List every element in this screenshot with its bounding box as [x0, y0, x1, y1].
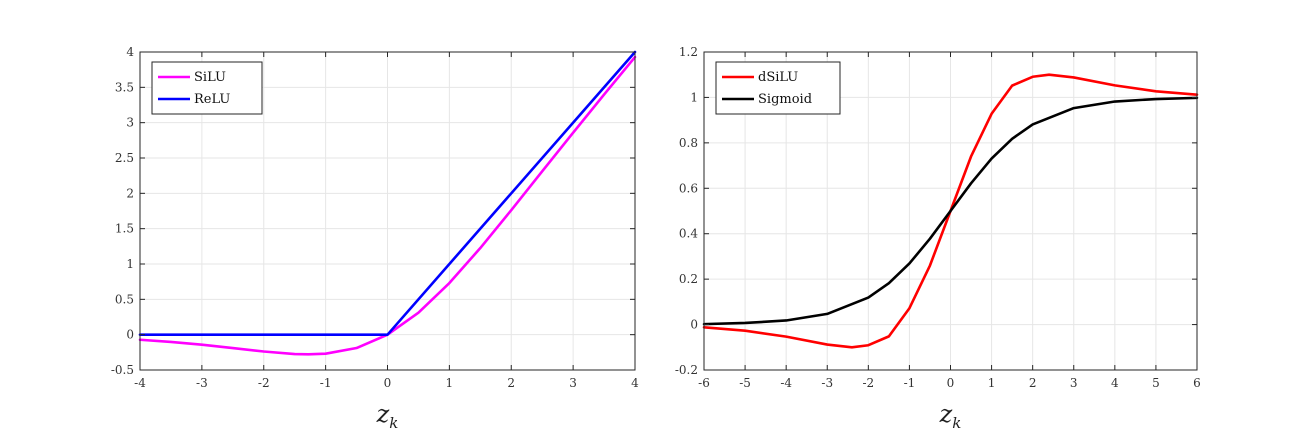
y-tick-label: 0.5: [115, 292, 134, 306]
silu-relu-chart: -4 -3 -2 -1 0 1 2 3 4 -0.5 0 0.5 1 1.5 2 2.5 3 3.5 4 zk SiLU…: [111, 45, 639, 432]
x-axis-label: zk: [939, 400, 962, 432]
x-axis-label: zk: [376, 400, 399, 432]
dsilu-sigmoid-chart: -6 -5 -4 -3 -2 -1 0 1 2 3 4 5 6 -0.2 0 0.2 0.4 0.6 0.8 1 1.2…: [675, 45, 1201, 432]
y-tick-label: 0.6: [679, 181, 698, 195]
y-tick-label: 4: [126, 45, 134, 59]
x-tick-label: 4: [1111, 376, 1119, 390]
x-tick-label: 6: [1193, 376, 1201, 390]
y-tick-label: -0.5: [111, 363, 134, 377]
legend-label-relu: ReLU: [194, 92, 230, 107]
legend: dSiLU Sigmoid: [715, 61, 841, 115]
y-tick-label: 0.8: [679, 136, 698, 150]
legend-label-sigmoid: Sigmoid: [758, 92, 812, 107]
x-tick-label: 0: [947, 376, 955, 390]
x-tick-label: -3: [821, 376, 833, 390]
legend: SiLU ReLU: [151, 61, 263, 115]
x-tick-label: -4: [780, 376, 792, 390]
legend-label-dsilu: dSiLU: [758, 70, 798, 85]
x-tick-label: -4: [134, 376, 146, 390]
legend-box: [151, 61, 263, 115]
x-tick-label: -5: [739, 376, 751, 390]
x-tick-label: -2: [862, 376, 874, 390]
y-tick-label: 0: [126, 328, 134, 342]
y-tick-label: -0.2: [675, 363, 698, 377]
legend-label-silu: SiLU: [194, 70, 226, 85]
y-tick-label: 1.5: [115, 222, 134, 236]
series-line-sigmoid: [702, 96, 1199, 326]
series-line-relu: [138, 50, 637, 336]
x-tick-label: -6: [698, 376, 710, 390]
y-tick-label: 0.4: [679, 227, 698, 241]
x-tick-label: 2: [507, 376, 515, 390]
x-tick-label: 4: [631, 376, 639, 390]
y-tick-label: 1: [126, 257, 134, 271]
y-tick-label: 3: [126, 116, 134, 130]
y-tick-label: 2: [126, 186, 134, 200]
x-axis-label-main: z: [376, 400, 390, 428]
x-tick-label: 0: [384, 376, 392, 390]
x-tick-label: -2: [258, 376, 270, 390]
x-tick-label: 3: [1070, 376, 1078, 390]
x-tick-label: -1: [904, 376, 916, 390]
x-axis-label-subscript: k: [952, 414, 961, 432]
series-line-silu: [138, 55, 637, 356]
x-axis-label-main: z: [939, 400, 953, 428]
x-tick-label: -1: [320, 376, 332, 390]
x-tick-label: 1: [446, 376, 454, 390]
x-axis-label-subscript: k: [389, 414, 398, 432]
y-tick-label: 0: [690, 318, 698, 332]
x-tick-label: 1: [988, 376, 996, 390]
x-tick-label: 3: [569, 376, 577, 390]
x-tick-label: 5: [1152, 376, 1160, 390]
y-tick-label: 0.2: [679, 272, 698, 286]
y-tick-label: 1: [690, 90, 698, 104]
x-tick-label: 2: [1029, 376, 1037, 390]
y-tick-label: 2.5: [115, 151, 134, 165]
y-tick-label: 3.5: [115, 80, 134, 94]
y-tick-label: 1.2: [679, 45, 698, 59]
legend-box: [715, 61, 841, 115]
x-tick-label: -3: [196, 376, 208, 390]
